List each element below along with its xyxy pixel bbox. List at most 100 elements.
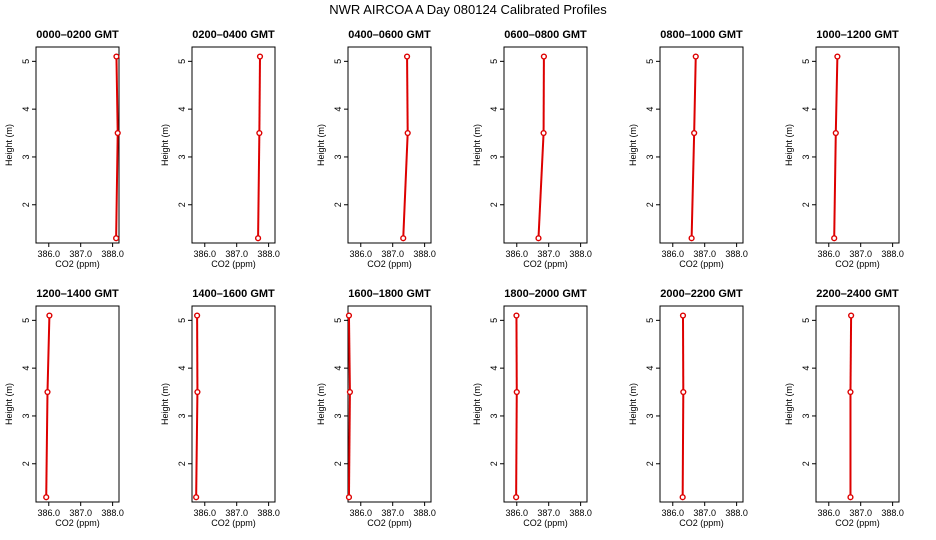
profile-point: [513, 312, 520, 319]
x-axis-label: CO2 (ppm): [679, 518, 724, 528]
y-axis-label: Height (m): [316, 383, 326, 425]
panel-title: 0600–0800 GMT: [504, 29, 587, 41]
panel-title: 0000–0200 GMT: [36, 29, 119, 41]
x-tick-label: 386.0: [194, 249, 217, 259]
y-tick-label: 2: [801, 202, 811, 207]
profile-segment: [347, 392, 351, 498]
y-tick-label: 3: [177, 413, 187, 418]
x-tick-label: 386.0: [350, 249, 373, 259]
y-tick-label: 3: [645, 154, 655, 159]
y-tick-label: 3: [801, 154, 811, 159]
y-tick-label: 3: [333, 413, 343, 418]
y-tick-label: 4: [801, 107, 811, 112]
x-tick-label: 386.0: [38, 508, 61, 518]
profile-point: [256, 53, 264, 60]
x-axis-label: CO2 (ppm): [55, 518, 100, 528]
plot-frame: [191, 46, 276, 244]
panel-title: 1400–1600 GMT: [192, 288, 275, 300]
plot-frame: [815, 46, 900, 244]
y-tick-label: 2: [489, 202, 499, 207]
profile-point: [346, 388, 354, 396]
y-tick-label: 3: [21, 154, 31, 159]
y-tick-label: 5: [645, 318, 655, 323]
y-axis-label: Height (m): [784, 383, 794, 425]
plot-frame: [191, 305, 276, 503]
x-tick-label: 388.0: [101, 249, 124, 259]
profile-panel: 0600–0800 GMT 386.0 387.0 388.0 2 3 4 5 CO2 (ppm…: [472, 29, 592, 269]
profile-segment: [115, 56, 119, 134]
x-axis-label: CO2 (ppm): [211, 259, 256, 269]
x-tick-label: 387.0: [381, 508, 404, 518]
panel-title: 1200–1400 GMT: [36, 288, 119, 300]
profile-point: [535, 235, 542, 242]
y-tick-label: 2: [333, 202, 343, 207]
profile-point: [345, 494, 353, 501]
profile-point: [404, 129, 411, 137]
y-tick-label: 5: [489, 59, 499, 64]
y-tick-label: 2: [177, 202, 187, 207]
y-axis-label: Height (m): [472, 383, 482, 425]
y-tick-label: 4: [21, 107, 31, 112]
x-axis-label: CO2 (ppm): [523, 259, 568, 269]
panel-title: 1000–1200 GMT: [816, 29, 899, 41]
x-tick-label: 386.0: [38, 249, 61, 259]
profile-point: [345, 312, 353, 319]
panels-grid: 0000–0200 GMT 386.0 387.0 388.0 2 3 4 5 CO2 (ppm…: [4, 29, 904, 528]
profile-point: [831, 235, 838, 242]
profile-panel: 2200–2400 GMT 386.0 387.0 388.0 2 3 4 5 CO2 (ppm…: [784, 288, 904, 528]
x-tick-label: 387.0: [849, 249, 872, 259]
profile-point: [193, 494, 200, 501]
profile-point: [113, 235, 120, 242]
y-tick-label: 4: [489, 366, 499, 371]
y-tick-label: 5: [177, 59, 187, 64]
x-tick-label: 387.0: [693, 249, 716, 259]
x-tick-label: 386.0: [818, 249, 841, 259]
profile-point: [680, 388, 687, 396]
y-tick-label: 4: [645, 107, 655, 112]
panel-title: 0200–0400 GMT: [192, 29, 275, 41]
x-axis-label: CO2 (ppm): [835, 518, 880, 528]
plot-frame: [815, 305, 900, 503]
x-tick-label: 388.0: [725, 249, 748, 259]
x-tick-label: 387.0: [849, 508, 872, 518]
profile-segment: [693, 56, 697, 134]
y-axis-label: Height (m): [784, 124, 794, 166]
profile-point: [513, 388, 520, 396]
x-tick-label: 388.0: [881, 249, 904, 259]
y-tick-label: 5: [645, 59, 655, 64]
panel-title: 0400–0600 GMT: [348, 29, 431, 41]
profile-panel: 1400–1600 GMT 386.0 387.0 388.0 2 3 4 5 CO2 (ppm…: [160, 288, 280, 528]
profile-point: [256, 129, 263, 137]
y-tick-label: 2: [333, 461, 343, 466]
y-tick-label: 4: [177, 366, 187, 371]
y-axis-label: Height (m): [4, 124, 14, 166]
profile-segment: [834, 56, 839, 134]
x-tick-label: 387.0: [225, 249, 248, 259]
x-axis-label: CO2 (ppm): [211, 518, 256, 528]
y-axis-label: Height (m): [472, 124, 482, 166]
y-tick-label: 2: [645, 461, 655, 466]
x-axis-label: CO2 (ppm): [679, 259, 724, 269]
y-tick-label: 5: [21, 318, 31, 323]
x-tick-label: 387.0: [537, 249, 560, 259]
y-tick-label: 5: [801, 59, 811, 64]
x-tick-label: 386.0: [506, 249, 529, 259]
profile-point: [114, 129, 121, 137]
panel-title: 2000–2200 GMT: [660, 288, 743, 300]
profile-panel: 0800–1000 GMT 386.0 387.0 388.0 2 3 4 5 CO2 (ppm…: [628, 29, 748, 269]
x-tick-label: 387.0: [225, 508, 248, 518]
y-tick-label: 3: [645, 413, 655, 418]
profile-point: [847, 494, 854, 501]
y-axis-label: Height (m): [628, 383, 638, 425]
y-tick-label: 2: [645, 202, 655, 207]
x-axis-label: CO2 (ppm): [367, 259, 412, 269]
x-tick-label: 388.0: [413, 249, 436, 259]
y-axis-label: Height (m): [316, 124, 326, 166]
x-tick-label: 386.0: [194, 508, 217, 518]
profile-segment: [515, 392, 518, 498]
profile-segment: [537, 133, 545, 239]
y-tick-label: 2: [21, 461, 31, 466]
y-axis-label: Height (m): [628, 124, 638, 166]
y-tick-label: 4: [177, 107, 187, 112]
y-tick-label: 4: [21, 366, 31, 371]
